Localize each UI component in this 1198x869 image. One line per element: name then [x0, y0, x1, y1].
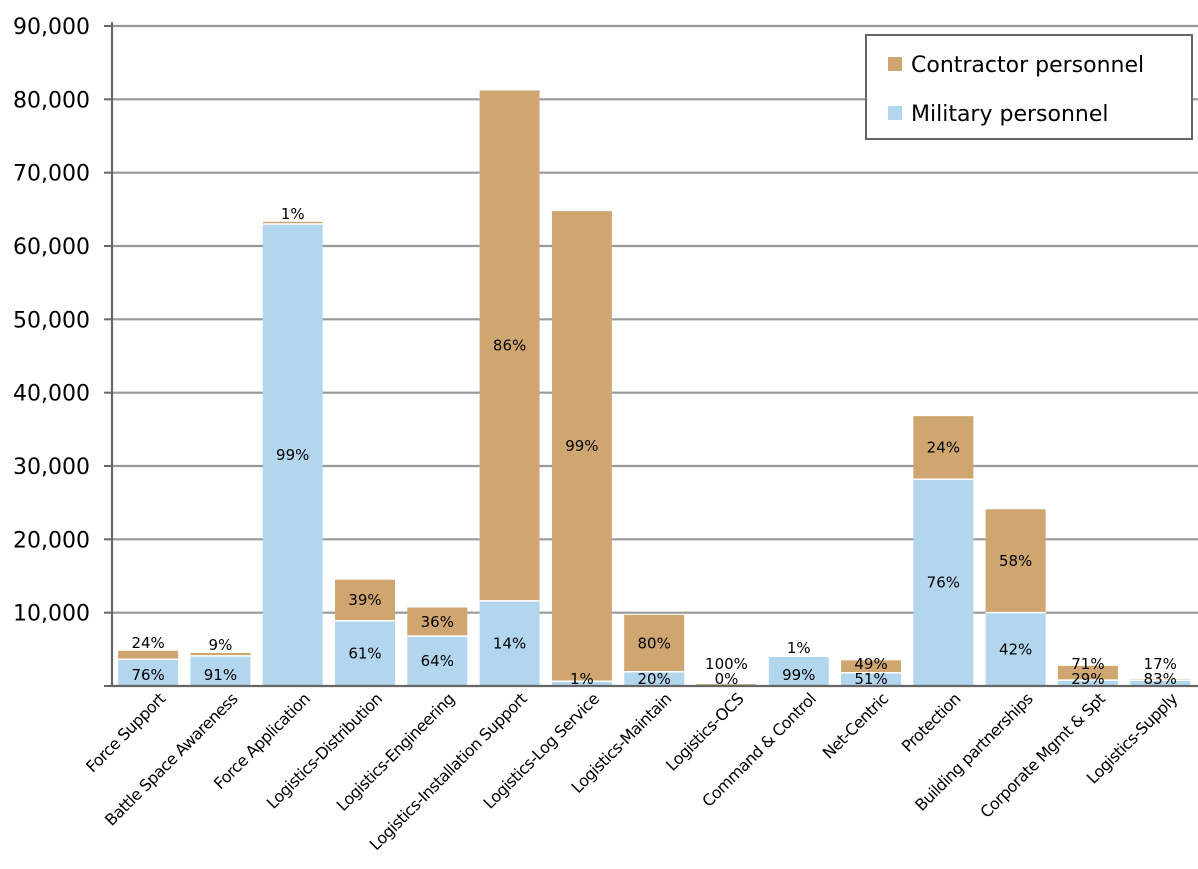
contractor-percent-label: 24%	[927, 439, 960, 457]
bar-military	[262, 224, 323, 686]
military-percent-label: 99%	[782, 666, 815, 684]
y-tick-label: 10,000	[13, 602, 90, 627]
bar-military	[118, 659, 179, 686]
y-tick-label: 80,000	[13, 88, 90, 113]
military-percent-label: 14%	[493, 634, 526, 652]
bar-military	[479, 600, 540, 686]
bar-contractor	[913, 416, 974, 480]
bar-military	[913, 479, 974, 686]
military-percent-label: 76%	[131, 666, 164, 684]
bar-military	[190, 655, 251, 686]
contractor-percent-label: 58%	[999, 552, 1032, 570]
legend-swatch-military	[888, 106, 902, 120]
bar-military	[985, 612, 1046, 686]
category-label: Protection	[898, 689, 964, 755]
bar-series	[118, 90, 1191, 687]
military-percent-label: 61%	[348, 644, 381, 662]
bar-military	[1057, 680, 1118, 686]
category-label: Building partnerships	[911, 689, 1036, 814]
bar-contractor	[190, 653, 251, 656]
military-percent-label: 51%	[854, 670, 887, 688]
bar-contractor	[479, 90, 540, 601]
military-percent-label: 83%	[1144, 670, 1177, 688]
y-tick-label: 60,000	[13, 235, 90, 260]
legend-swatch-contractor	[888, 57, 902, 71]
y-tick-label: 70,000	[13, 162, 90, 187]
military-percent-label: 0%	[715, 670, 739, 688]
bar-contractor	[841, 660, 902, 673]
category-label: Net-Centric	[819, 689, 892, 762]
military-percent-label: 64%	[421, 652, 454, 670]
contractor-percent-label: 17%	[1144, 655, 1177, 673]
legend-box	[865, 34, 1193, 140]
bar-military	[551, 681, 612, 686]
contractor-percent-label: 1%	[281, 205, 305, 223]
y-tick-label: 30,000	[13, 455, 90, 480]
bar-contractor	[407, 607, 468, 637]
military-percent-label: 20%	[638, 670, 671, 688]
y-axis-tick-labels: 10,000 20,000 30,000 40,000 50,000 60,000 70,0…	[13, 15, 90, 627]
military-percent-label: 99%	[276, 446, 309, 464]
axes	[104, 22, 1198, 688]
bar-military	[1130, 680, 1191, 686]
y-tick-label: 50,000	[13, 308, 90, 333]
contractor-percent-label: 1%	[787, 639, 811, 657]
bar-contractor	[118, 650, 179, 660]
percentage-labels: 76% 24% 91% 9% 99% 1% 61% 39% 64% 36% 14% 86% 1% 99% 2…	[131, 205, 1176, 688]
bar-contractor	[985, 509, 1046, 613]
category-label: Corporate Mgmt & Spt	[976, 689, 1109, 822]
y-tick-label: 90,000	[13, 15, 90, 40]
contractor-percent-label: 71%	[1071, 655, 1104, 673]
bar-contractor	[1057, 665, 1118, 681]
contractor-percent-label: 80%	[638, 634, 671, 652]
military-percent-label: 1%	[570, 670, 594, 688]
contractor-percent-label: 100%	[705, 655, 748, 673]
bar-military	[841, 672, 902, 686]
category-label: Logistics-Engineering	[333, 689, 458, 814]
contractor-percent-label: 86%	[493, 337, 526, 355]
military-percent-label: 42%	[999, 640, 1032, 658]
y-tick-label: 40,000	[13, 382, 90, 407]
contractor-percent-label: 99%	[565, 437, 598, 455]
bar-contractor	[624, 614, 685, 672]
bar-contractor	[262, 221, 323, 224]
bar-contractor	[551, 211, 612, 682]
contractor-percent-label: 24%	[131, 634, 164, 652]
contractor-percent-label: 36%	[421, 613, 454, 631]
bar-military	[407, 636, 468, 686]
military-percent-label: 29%	[1071, 670, 1104, 688]
y-tick-label: 20,000	[13, 528, 90, 553]
contractor-percent-label: 49%	[854, 655, 887, 673]
legend-label-contractor: Contractor personnel	[911, 53, 1144, 78]
bar-contractor	[335, 579, 396, 621]
contractor-percent-label: 9%	[209, 636, 233, 654]
military-percent-label: 91%	[204, 666, 237, 684]
contractor-percent-label: 39%	[348, 591, 381, 609]
bar-military	[335, 620, 396, 686]
legend: Contractor personnel Military personnel	[865, 34, 1193, 140]
legend-label-military: Military personnel	[911, 102, 1108, 127]
military-percent-label: 76%	[927, 574, 960, 592]
bar-military	[768, 656, 829, 686]
category-label: Battle Space Awareness	[101, 689, 241, 829]
bar-military	[624, 671, 685, 686]
